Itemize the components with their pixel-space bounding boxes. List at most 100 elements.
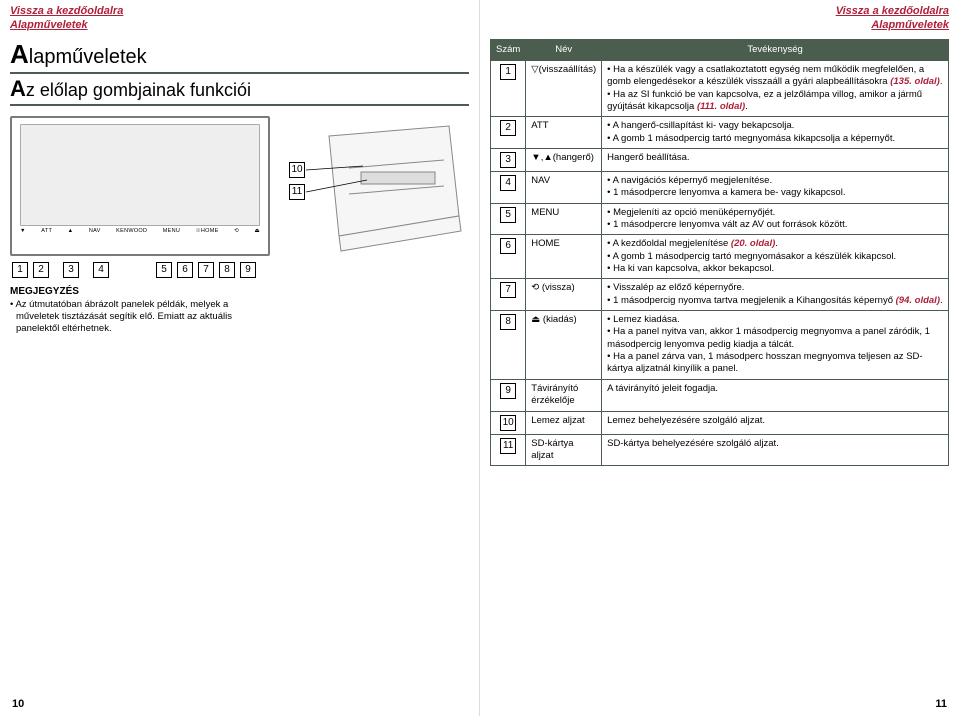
page-ref[interactable]: (111. oldal) (697, 101, 745, 112)
table-row: 11 SD-kártya aljzatSD-kártya behelyezésér… (491, 434, 949, 466)
note-title: MEGJEGYZÉS (10, 286, 271, 297)
panel-illustration: 10 11 (289, 116, 469, 336)
activity-item: Ha ki van kapcsolva, akkor bekapcsol. (607, 263, 943, 275)
numbox: 10 (500, 415, 516, 431)
callout-row: 1 2 3 4 5 6 7 8 9 (12, 262, 271, 278)
cell-activity: A navigációs képernyő megjelenítése.1 má… (602, 172, 949, 204)
page-ref[interactable]: (135. oldal) (890, 76, 940, 87)
table-row: 8 ⏏ (kiadás)Lemez kiadása.Ha a panel nyit… (491, 311, 949, 380)
callout-10: 10 (289, 162, 305, 178)
table-row: 4NAVA navigációs képernyő megjelenítése.… (491, 172, 949, 204)
panel-svg (289, 116, 469, 266)
cell-activity: Ha a készülék vagy a csatlakoztatott egy… (602, 60, 949, 116)
page-ref[interactable]: (20. oldal) (731, 238, 775, 249)
title-cap: A (10, 39, 29, 69)
cell-num: 10 (491, 411, 526, 434)
activity-item: 1 másodpercig nyomva tartva megjelenik a… (607, 295, 943, 307)
page-number-right: 11 (935, 698, 947, 710)
cell-activity: A távirányító jeleit fogadja. (602, 379, 949, 411)
numbox: 4 (500, 175, 516, 191)
activity-item: Lemez kiadása. (607, 314, 943, 326)
activity-item: Visszalép az előző képernyőre. (607, 282, 943, 294)
numbox: 9 (500, 383, 516, 399)
btn-menu: MENU (163, 228, 180, 234)
link-home[interactable]: Vissza a kezdőoldalra (490, 4, 949, 18)
numbox: 6 (500, 238, 516, 254)
btn-back: ⟲ (234, 228, 239, 234)
cell-name: SD-kártya aljzat (526, 434, 602, 466)
activity-item: A hangerő-csillapítást ki- vagy bekapcso… (607, 120, 943, 132)
cell-name: ⏏ (kiadás) (526, 311, 602, 380)
callout-5: 5 (156, 262, 172, 278)
device-illustration: ▼ ATT ▲ NAV KENWOOD MENU ☉HOME ⟲ ⏏ 1 2 (10, 116, 271, 336)
link-home[interactable]: Vissza a kezdőoldalra (10, 4, 469, 18)
activity-item: A gomb 1 másodpercig tartó megnyomása ki… (607, 133, 943, 145)
cell-name: ▽(visszaállítás) (526, 60, 602, 116)
cell-num: 8 (491, 311, 526, 380)
cell-num: 4 (491, 172, 526, 204)
cell-activity: SD-kártya behelyezésére szolgáló aljzat. (602, 434, 949, 466)
activity-item: A gomb 1 másodpercig tartó megnyomásakor… (607, 251, 943, 263)
callout-8: 8 (219, 262, 235, 278)
cell-activity: Lemez kiadása.Ha a panel nyitva van, akk… (602, 311, 949, 380)
table-row: 1 ▽(visszaállítás)Ha a készülék vagy a cs… (491, 60, 949, 116)
numbox: 8 (500, 314, 516, 330)
page-number-left: 10 (12, 698, 24, 710)
btn-eject: ⏏ (254, 228, 260, 234)
cell-name: ▼,▲(hangerő) (526, 149, 602, 172)
activity-item: Megjeleníti az opció menüképernyőjét. (607, 207, 943, 219)
activity-item: Ha a készülék vagy a csatlakoztatott egy… (607, 64, 943, 89)
callout-4: 4 (93, 262, 109, 278)
cell-activity: Megjeleníti az opció menüképernyőjét.1 m… (602, 203, 949, 235)
callout-9: 9 (240, 262, 256, 278)
link-basics[interactable]: Alapműveletek (490, 18, 949, 32)
callout-6: 6 (177, 262, 193, 278)
col-name: Név (526, 39, 602, 60)
cell-num: 7 (491, 279, 526, 311)
table-row: 3 ▼,▲(hangerő)Hangerő beállítása. (491, 149, 949, 172)
cell-num: 3 (491, 149, 526, 172)
numbox: 2 (500, 120, 516, 136)
numbox: 5 (500, 207, 516, 223)
cell-activity: A kezdőoldal megjelenítése (20. oldal).A… (602, 235, 949, 279)
callout-7: 7 (198, 262, 214, 278)
cell-activity: Hangerő beállítása. (602, 149, 949, 172)
numbox: 1 (500, 64, 516, 80)
btn-att: ATT (41, 228, 52, 234)
cell-activity: Lemez behelyezésére szolgáló aljzat. (602, 411, 949, 434)
table-row: 10Lemez aljzatLemez behelyezésére szolgá… (491, 411, 949, 434)
page-subtitle: Az előlap gombjainak funkciói (10, 76, 469, 106)
cell-activity: A hangerő-csillapítást ki- vagy bekapcso… (602, 117, 949, 149)
cell-num: 1 (491, 60, 526, 116)
cell-name: MENU (526, 203, 602, 235)
title-block: Alapműveletek Az előlap gombjainak funkc… (10, 39, 469, 106)
callout-3: 3 (63, 262, 79, 278)
table-row: 5MENUMegjeleníti az opció menüképernyőjé… (491, 203, 949, 235)
activity-item: Ha az SI funkció be van kapcsolva, ez a … (607, 89, 943, 114)
subtitle-rest: z előlap gombjainak funkciói (26, 80, 251, 100)
cell-num: 2 (491, 117, 526, 149)
callout-2: 2 (33, 262, 49, 278)
page-left: Vissza a kezdőoldalra Alapműveletek Alap… (0, 0, 480, 716)
callout-1: 1 (12, 262, 28, 278)
title-rest: lapműveletek (29, 46, 147, 68)
numbox: 11 (500, 438, 516, 454)
numbox: 3 (500, 152, 516, 168)
activity-item: A navigációs képernyő megjelenítése. (607, 175, 943, 187)
callout-11: 11 (289, 184, 305, 200)
cell-num: 11 (491, 434, 526, 466)
cell-name: ATT (526, 117, 602, 149)
cell-num: 6 (491, 235, 526, 279)
btn-nav: NAV (89, 228, 101, 234)
table-row: 7⟲ (vissza)Visszalép az előző képernyőre… (491, 279, 949, 311)
activity-item: 1 másodpercre lenyomva vált az AV out fo… (607, 219, 943, 231)
cell-name: NAV (526, 172, 602, 204)
btn-home: ☉HOME (196, 228, 219, 234)
table-row: 6HOMEA kezdőoldal megjelenítése (20. old… (491, 235, 949, 279)
device-button-bar: ▼ ATT ▲ NAV KENWOOD MENU ☉HOME ⟲ ⏏ (12, 228, 268, 234)
page-title: Alapműveletek (10, 39, 469, 74)
cell-activity: Visszalép az előző képernyőre.1 másodper… (602, 279, 949, 311)
page-ref[interactable]: (94. oldal) (896, 295, 940, 306)
link-basics[interactable]: Alapműveletek (10, 18, 469, 32)
subtitle-cap: A (10, 76, 26, 101)
